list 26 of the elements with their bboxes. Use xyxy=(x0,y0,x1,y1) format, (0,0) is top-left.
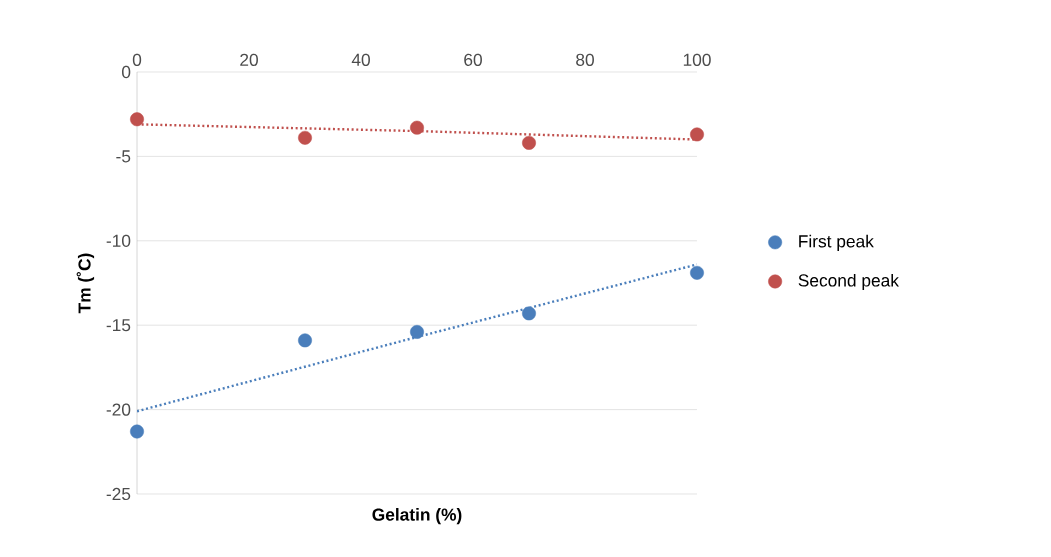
legend-label: First peak xyxy=(799,234,874,251)
point xyxy=(130,112,144,127)
point xyxy=(298,130,312,145)
point xyxy=(690,127,704,142)
point xyxy=(522,135,536,150)
point xyxy=(690,265,704,280)
y-tick-label: -15 xyxy=(106,319,131,332)
x-tick-label: 40 xyxy=(351,53,370,66)
y-tick-label: -25 xyxy=(106,487,131,501)
y-axis-title: Tm (˚C) xyxy=(76,253,95,314)
x-axis-title: Gelatin (%) xyxy=(372,508,462,525)
point xyxy=(130,424,144,439)
x-tick-label: 60 xyxy=(464,53,482,66)
point xyxy=(410,325,424,339)
point xyxy=(298,333,312,348)
x-tick-label: 80 xyxy=(576,53,594,66)
y-tick-label: -10 xyxy=(106,234,131,247)
y-tick-label: 0 xyxy=(121,65,131,79)
x-tick-label: 100 xyxy=(683,53,711,66)
point xyxy=(410,120,424,135)
y-tick-label: -5 xyxy=(116,150,131,163)
legend-label: Second peak xyxy=(798,273,899,291)
y-tick-label: -20 xyxy=(106,403,131,416)
x-tick-label: 0 xyxy=(132,53,142,66)
point xyxy=(522,306,536,321)
x-tick-label: 20 xyxy=(240,53,258,66)
